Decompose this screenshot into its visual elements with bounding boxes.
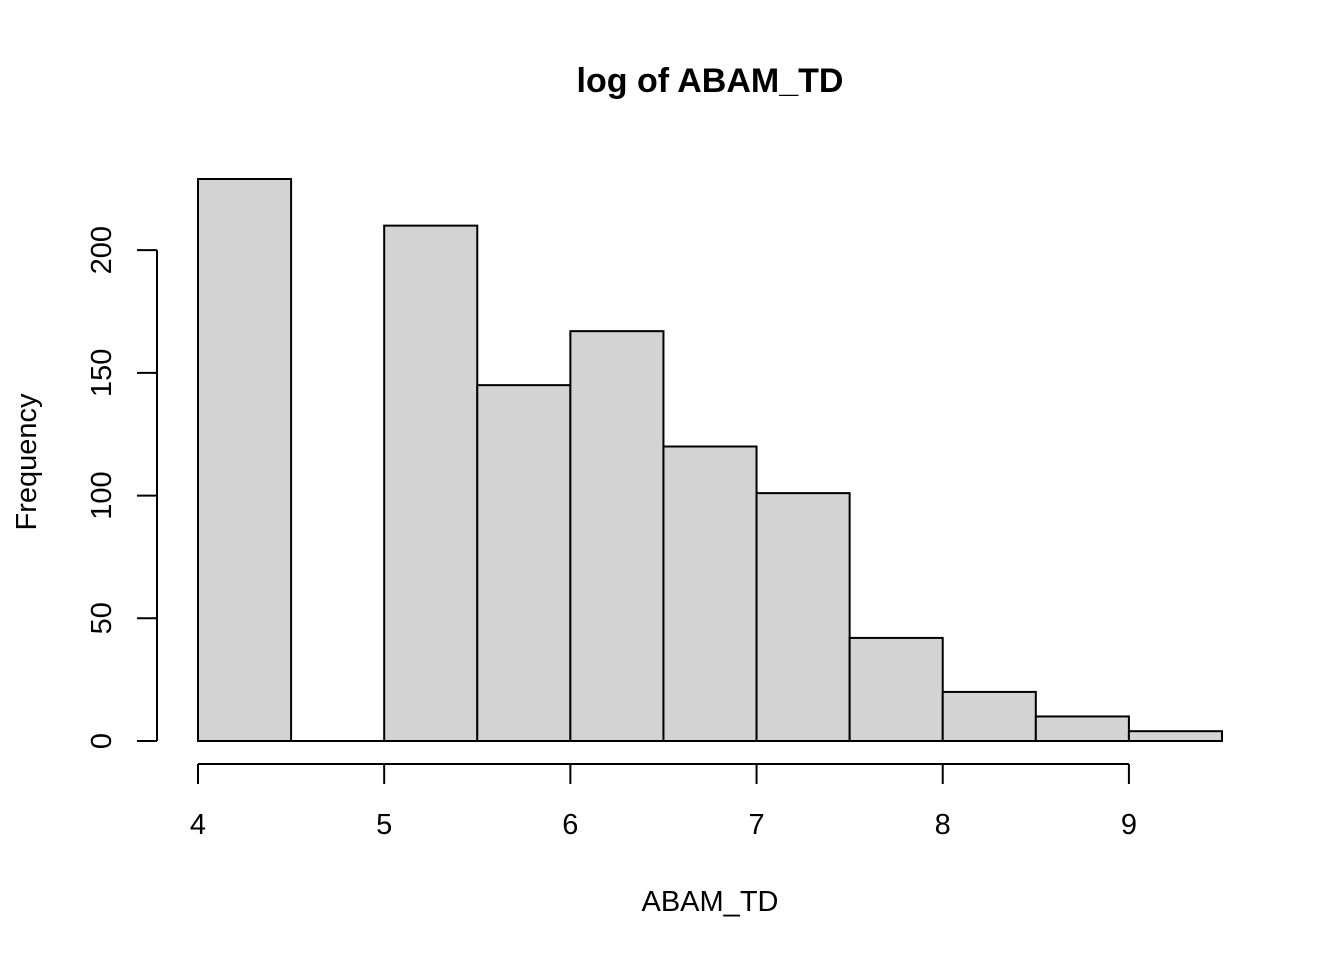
x-tick-label: 9: [1121, 809, 1137, 841]
x-axis: 4 5 6 7 8 9: [190, 763, 1137, 841]
x-tick-label: 8: [935, 809, 951, 841]
histogram-bar: [848, 636, 944, 743]
histogram-bar: [197, 178, 293, 742]
histogram-bar: [755, 492, 851, 742]
histogram-bars: [197, 178, 1223, 743]
histogram-bar: [662, 445, 758, 742]
y-tick-label: 50: [86, 602, 118, 634]
histogram-bar: [1127, 730, 1223, 743]
histogram-bar: [1034, 715, 1130, 742]
x-axis-label: ABAM_TD: [642, 886, 779, 918]
histogram-bar: [941, 690, 1037, 743]
x-tick-label: 4: [190, 809, 206, 841]
histogram-bar: [569, 330, 665, 742]
y-tick-label: 100: [86, 471, 118, 519]
histogram-bar: [476, 384, 572, 742]
x-tick-label: 7: [748, 809, 764, 841]
histogram-bar: [383, 224, 479, 742]
x-tick-label: 6: [562, 809, 578, 841]
y-axis-label: Frequency: [11, 393, 43, 531]
chart-title: log of ABAM_TD: [577, 62, 844, 100]
y-axis: 0 50 100 150 200: [86, 226, 158, 749]
y-tick-label: 200: [86, 226, 118, 274]
y-tick-label: 150: [86, 349, 118, 397]
x-tick-label: 5: [376, 809, 392, 841]
y-tick-label: 0: [86, 733, 118, 749]
